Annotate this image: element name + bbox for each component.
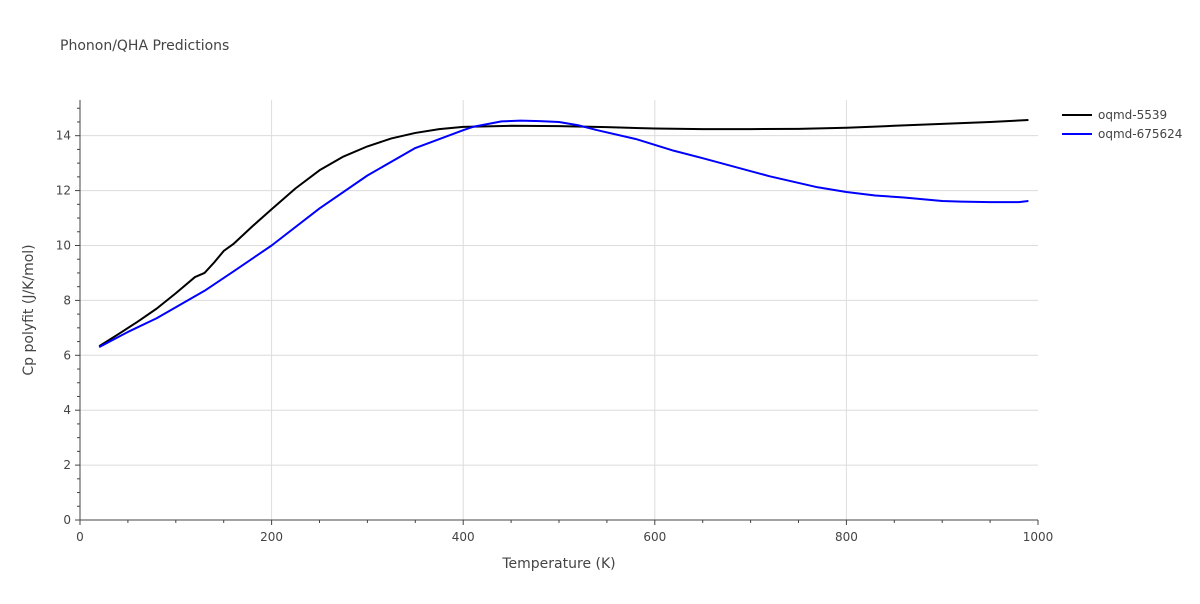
y-tick-label: 10 — [56, 238, 71, 252]
y-tick-label: 0 — [63, 513, 71, 527]
legend-label: oqmd-675624 — [1098, 127, 1182, 141]
y-tick-label: 12 — [56, 184, 71, 198]
y-tick-label: 14 — [56, 129, 71, 143]
x-tick-label: 800 — [835, 530, 858, 544]
legend: oqmd-5539 oqmd-675624 — [1062, 108, 1182, 141]
grid-lines — [80, 100, 1038, 520]
x-tick-label: 600 — [643, 530, 666, 544]
y-tick-label: 6 — [63, 348, 71, 362]
x-axis-label: Temperature (K) — [501, 556, 615, 572]
legend-item-oqmd-5539[interactable]: oqmd-5539 — [1062, 108, 1167, 122]
legend-label: oqmd-5539 — [1098, 108, 1167, 122]
axes: 0 200 400 600 800 1000 0 2 4 6 8 10 12 14 — [56, 100, 1054, 544]
series-line-oqmd-5539 — [98, 119, 1029, 348]
x-tick-label: 0 — [76, 530, 84, 544]
y-tick-label: 2 — [63, 458, 71, 472]
legend-item-oqmd-675624[interactable]: oqmd-675624 — [1062, 127, 1182, 141]
y-tick-label: 4 — [63, 403, 71, 417]
x-tick-label: 1000 — [1023, 530, 1054, 544]
chart-title: Phonon/QHA Predictions — [60, 38, 229, 54]
plot-area — [98, 119, 1029, 348]
x-tick-label: 400 — [452, 530, 475, 544]
y-tick-label: 8 — [63, 293, 71, 307]
x-tick-label: 200 — [260, 530, 283, 544]
series-line-oqmd-675624 — [98, 119, 1029, 348]
y-axis-label: Cp polyfit (J/K/mol) — [21, 244, 37, 375]
